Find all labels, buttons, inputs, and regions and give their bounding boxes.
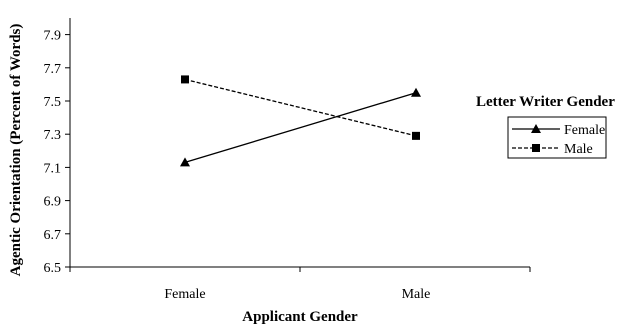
legend-box <box>507 116 607 159</box>
series-group <box>180 75 421 167</box>
y-tick-label: 7.7 <box>44 62 62 77</box>
legend-marker-male <box>532 144 540 152</box>
y-tick-label: 7.3 <box>44 128 62 143</box>
y-tick-label: 7.5 <box>44 95 62 110</box>
series-line-female <box>184 92 417 164</box>
y-tick-label: 7.9 <box>44 29 62 44</box>
x-tick-label: Male <box>402 287 431 302</box>
y-axis-title: Agentic Orientation (Percent of Words) <box>8 24 24 277</box>
data-point-female <box>180 157 190 167</box>
legend-marker-female <box>531 124 541 133</box>
x-axis-ticks: Female Male <box>69 267 531 302</box>
data-point-female <box>411 87 421 97</box>
y-tick-label: 6.9 <box>44 195 62 210</box>
legend-title: Letter Writer Gender <box>476 94 615 110</box>
series-line-male <box>184 78 417 137</box>
y-tick-label: 7.1 <box>44 161 62 176</box>
data-point-male <box>181 75 189 84</box>
legend: Letter Writer Gender Female Male <box>476 94 615 159</box>
y-tick-label: 6.5 <box>44 261 62 276</box>
legend-label: Female <box>564 123 605 138</box>
legend-label: Male <box>564 142 593 157</box>
x-tick-label: Female <box>164 287 205 302</box>
y-tick-label: 6.7 <box>44 228 62 243</box>
y-axis-ticks: 6.5 6.7 6.9 7.1 7.3 7.5 7.7 7.9 <box>44 29 70 276</box>
x-axis-title: Applicant Gender <box>242 309 358 325</box>
data-point-male <box>412 131 420 140</box>
